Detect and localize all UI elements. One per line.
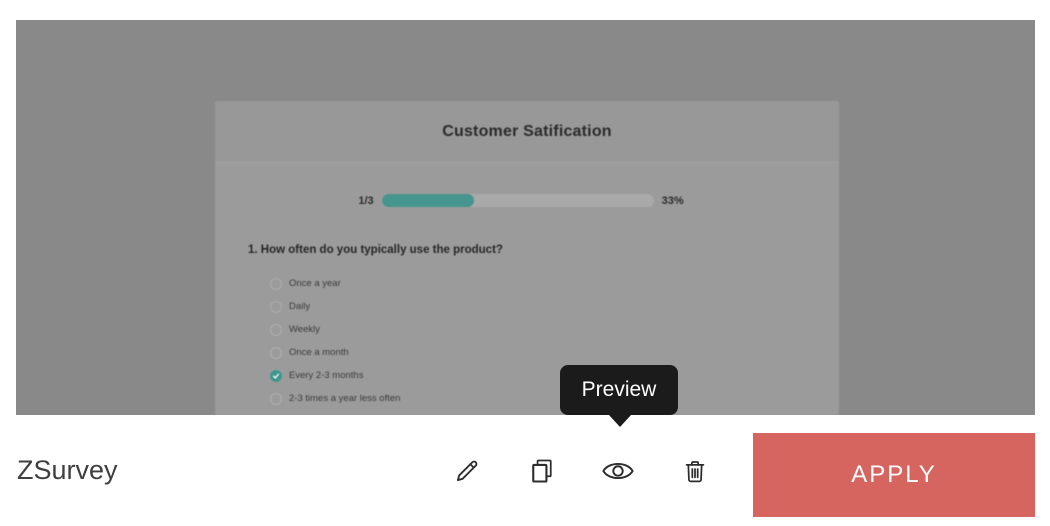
radio-icon[interactable]: [270, 300, 282, 313]
radio-icon[interactable]: [270, 346, 282, 359]
progress-percent-label: 33%: [661, 194, 684, 207]
radio-icon[interactable]: [270, 323, 282, 336]
radio-checked-icon[interactable]: [270, 369, 282, 382]
survey-card-header: Customer Satification: [215, 101, 839, 163]
survey-title: Customer Satification: [442, 122, 612, 140]
options-list: Once a year Daily Weekly Once a month Ev…: [270, 272, 400, 415]
option-label: Daily: [289, 301, 311, 312]
preview-tooltip: Preview: [560, 365, 678, 427]
progress-track: [381, 194, 654, 207]
option-label: Weekly: [289, 324, 320, 335]
preview-tooltip-label: Preview: [581, 378, 657, 401]
apply-button[interactable]: APPLY: [753, 433, 1035, 517]
radio-icon[interactable]: [270, 277, 282, 290]
question-text: 1. How often do you typically use the pr…: [248, 244, 503, 256]
pencil-icon: [456, 460, 478, 481]
modal-overlay: Customer Satification 1/3 33% 1. How oft…: [16, 20, 1035, 415]
duplicate-button[interactable]: [525, 454, 559, 488]
option-label: Once a year: [289, 278, 341, 289]
progress-step-label: 1/3: [358, 194, 374, 207]
survey-option[interactable]: Every 2-3 months: [270, 364, 400, 387]
survey-option[interactable]: Once a month: [270, 341, 400, 364]
survey-name: ZSurvey: [17, 454, 118, 485]
survey-option[interactable]: Weekly: [270, 318, 400, 341]
progress-fill: [381, 194, 475, 207]
option-label: 2-3 times a year less often: [289, 393, 401, 404]
progress-bar-row: 1/3 33%: [209, 194, 833, 207]
radio-icon[interactable]: [270, 392, 282, 405]
survey-option[interactable]: 2-3 times a year less often: [270, 387, 400, 410]
eye-icon: [602, 462, 634, 479]
survey-option[interactable]: Daily: [270, 295, 400, 318]
action-bar: ZSurvey APPLY: [0, 415, 1050, 526]
copy-icon: [532, 459, 552, 483]
option-label: Once a month: [289, 347, 349, 358]
survey-option[interactable]: Once a year: [270, 272, 400, 295]
preview-button[interactable]: [601, 454, 635, 488]
delete-button[interactable]: [678, 454, 712, 488]
tooltip-arrow: [609, 415, 631, 427]
trash-icon: [685, 460, 705, 482]
option-label: Every 2-3 months: [289, 370, 364, 381]
survey-preview-card: Customer Satification 1/3 33% 1. How oft…: [215, 101, 839, 415]
edit-button[interactable]: [450, 454, 484, 488]
